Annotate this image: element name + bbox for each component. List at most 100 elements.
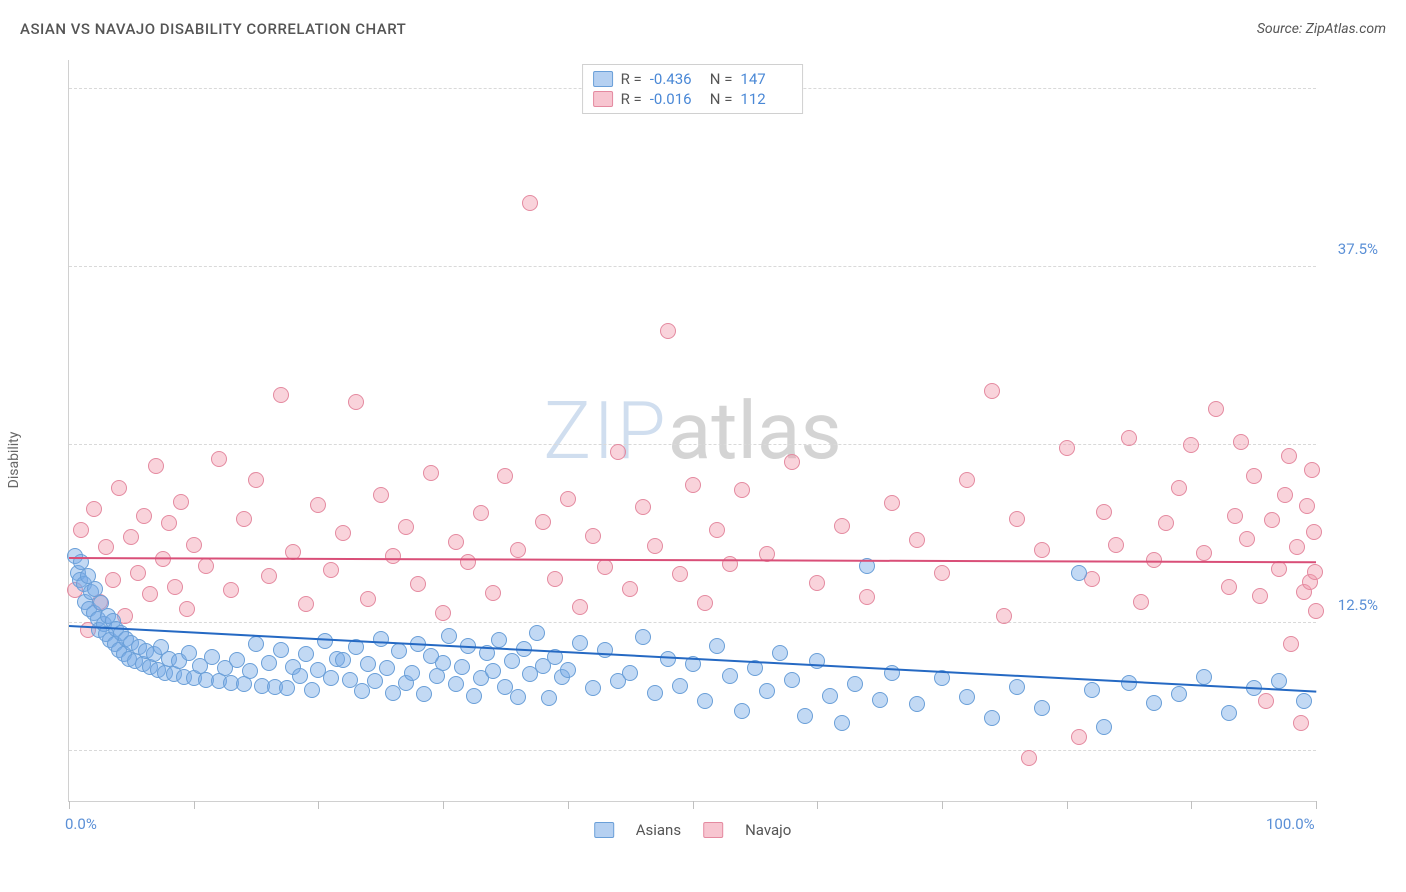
trend-line-navajo	[69, 557, 1316, 563]
scatter-point-navajo	[734, 482, 750, 498]
scatter-point-navajo	[1009, 511, 1025, 527]
scatter-point-asians	[809, 653, 825, 669]
scatter-point-navajo	[672, 566, 688, 582]
scatter-point-navajo	[1304, 462, 1320, 478]
scatter-point-navajo	[685, 477, 701, 493]
stats-row: R =-0.436N =147	[593, 69, 793, 89]
scatter-point-navajo	[198, 558, 214, 574]
scatter-point-asians	[672, 678, 688, 694]
legend-swatch	[594, 822, 614, 838]
x-tick	[194, 801, 195, 809]
scatter-point-navajo	[261, 568, 277, 584]
x-tick-label: 100.0%	[1266, 815, 1315, 833]
scatter-point-navajo	[485, 585, 501, 601]
stats-row: R =-0.016N =112	[593, 89, 793, 109]
scatter-point-navajo	[179, 601, 195, 617]
scatter-point-asians	[697, 693, 713, 709]
scatter-point-navajo	[348, 394, 364, 410]
scatter-point-navajo	[105, 572, 121, 588]
scatter-point-navajo	[1208, 401, 1224, 417]
scatter-point-navajo	[635, 499, 651, 515]
scatter-point-navajo	[173, 494, 189, 510]
scatter-point-navajo	[1121, 430, 1137, 446]
scatter-point-asians	[1071, 565, 1087, 581]
scatter-point-asians	[448, 676, 464, 692]
scatter-point-navajo	[1233, 434, 1249, 450]
scatter-point-asians	[1196, 669, 1212, 685]
scatter-point-asians	[1084, 682, 1100, 698]
scatter-point-asians	[722, 668, 738, 684]
scatter-point-navajo	[398, 519, 414, 535]
scatter-point-asians	[872, 692, 888, 708]
gridline-h	[69, 266, 1316, 267]
scatter-point-navajo	[585, 528, 601, 544]
scatter-point-navajo	[560, 491, 576, 507]
scatter-point-navajo	[130, 565, 146, 581]
scatter-point-asians	[1034, 700, 1050, 716]
scatter-point-navajo	[360, 591, 376, 607]
scatter-point-navajo	[1183, 437, 1199, 453]
y-tick-label: 37.5%	[1338, 240, 1378, 258]
scatter-point-navajo	[167, 579, 183, 595]
scatter-point-asians	[822, 688, 838, 704]
scatter-point-asians	[734, 703, 750, 719]
scatter-point-asians	[572, 635, 588, 651]
scatter-point-navajo	[1133, 594, 1149, 610]
scatter-point-navajo	[1307, 564, 1323, 580]
scatter-point-asians	[323, 670, 339, 686]
scatter-point-navajo	[1246, 468, 1262, 484]
legend-swatch	[593, 71, 613, 87]
gridline-h	[69, 622, 1316, 623]
scatter-point-asians	[298, 646, 314, 662]
scatter-point-navajo	[373, 487, 389, 503]
x-tick	[693, 801, 694, 809]
scatter-point-navajo	[86, 501, 102, 517]
scatter-point-asians	[491, 632, 507, 648]
x-tick	[942, 801, 943, 809]
scatter-point-navajo	[547, 571, 563, 587]
scatter-point-asians	[635, 629, 651, 645]
scatter-point-navajo	[1034, 542, 1050, 558]
scatter-point-asians	[1171, 686, 1187, 702]
scatter-point-navajo	[211, 451, 227, 467]
scatter-point-navajo	[435, 605, 451, 621]
scatter-point-navajo	[310, 497, 326, 513]
scatter-point-navajo	[535, 514, 551, 530]
scatter-point-navajo	[1108, 537, 1124, 553]
scatter-point-asians	[304, 682, 320, 698]
stat-n-label: N =	[710, 70, 733, 88]
scatter-point-asians	[466, 688, 482, 704]
scatter-point-navajo	[809, 575, 825, 591]
scatter-point-asians	[317, 633, 333, 649]
scatter-point-navajo	[1221, 579, 1237, 595]
scatter-point-asians	[541, 690, 557, 706]
scatter-point-navajo	[996, 608, 1012, 624]
scatter-point-navajo	[460, 554, 476, 570]
scatter-point-asians	[335, 652, 351, 668]
stat-r-value: -0.016	[650, 90, 702, 108]
scatter-point-asians	[391, 643, 407, 659]
scatter-point-navajo	[385, 548, 401, 564]
legend-label: Asians	[636, 821, 681, 839]
scatter-point-navajo	[597, 559, 613, 575]
scatter-point-asians	[1146, 695, 1162, 711]
scatter-point-asians	[279, 680, 295, 696]
scatter-point-navajo	[1196, 545, 1212, 561]
gridline-h	[69, 750, 1316, 751]
x-tick	[318, 801, 319, 809]
scatter-point-asians	[772, 645, 788, 661]
chart-container: Disability ZIPatlas 12.5%37.5%0.0%100.0%…	[20, 42, 1386, 862]
scatter-point-asians	[984, 710, 1000, 726]
scatter-point-asians	[622, 665, 638, 681]
scatter-point-navajo	[1308, 603, 1324, 619]
scatter-point-asians	[485, 663, 501, 679]
scatter-point-navajo	[1071, 729, 1087, 745]
y-tick-label: 12.5%	[1338, 596, 1378, 614]
x-tick	[69, 801, 70, 809]
scatter-point-asians	[273, 642, 289, 658]
scatter-point-navajo	[959, 472, 975, 488]
x-tick	[1191, 801, 1192, 809]
scatter-point-asians	[847, 676, 863, 692]
plot-area: ZIPatlas 12.5%37.5%0.0%100.0%R =-0.436N …	[68, 60, 1316, 802]
scatter-point-navajo	[1252, 588, 1268, 604]
